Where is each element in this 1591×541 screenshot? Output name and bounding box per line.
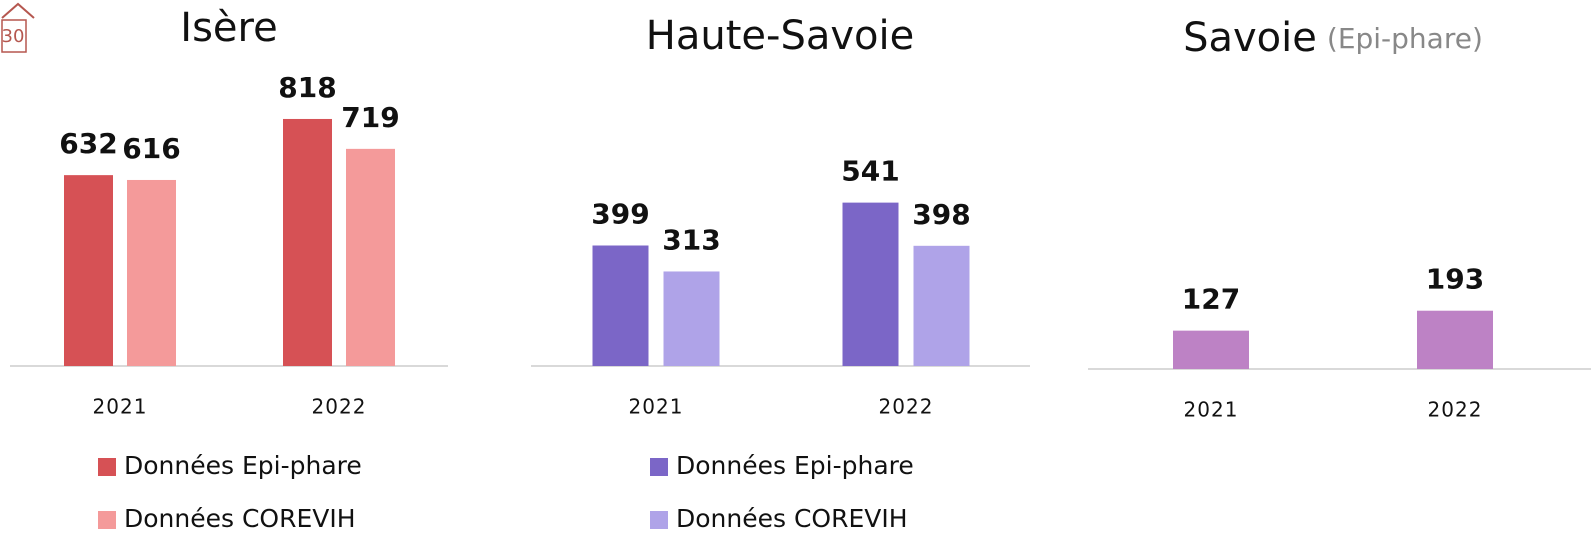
bar [283,118,332,367]
x-tick-label: 2021 [629,395,684,419]
legend-swatch [98,511,116,529]
bar [913,245,970,366]
data-label: 313 [662,223,720,256]
data-label: 541 [841,155,899,188]
data-label: 127 [1182,283,1240,316]
chart-title-text: Isère [180,5,277,51]
legend-label: Données COREVIH [676,504,908,533]
legend-label: Données Epi-phare [124,451,362,480]
page-icon: 30 [1,2,35,53]
data-label: 399 [591,198,649,231]
bar [592,245,649,366]
chart-subtitle: (Epi-phare) [1327,22,1483,55]
chart-title: Isère [180,5,277,51]
legend-swatch [650,511,668,529]
data-label: 632 [59,127,117,160]
data-label: 616 [122,132,180,165]
page-number: 30 [2,26,25,47]
chart-title-text: Haute-Savoie [646,13,914,59]
bar [346,148,395,366]
bar [842,202,899,366]
x-tick-label: 2022 [312,395,367,419]
legend-swatch [98,458,116,476]
legend-swatch [650,458,668,476]
data-label: 398 [912,198,970,231]
legend-label: Données COREVIH [124,504,356,533]
x-tick-label: 2022 [879,395,934,419]
data-label: 818 [278,71,336,104]
bar [1173,330,1249,369]
chart-title-text: Savoie [1183,15,1317,61]
x-tick-label: 2022 [1428,398,1483,422]
legend-label: Données Epi-phare [676,451,914,480]
data-label: 193 [1426,263,1484,296]
data-label: 719 [341,101,399,134]
chart-title: Savoie (Epi-phare) [1183,15,1483,61]
bar [663,271,720,366]
bar [127,179,176,366]
chart-title: Haute-Savoie [646,13,914,59]
bar [1417,310,1493,369]
bar [64,175,113,366]
x-tick-label: 2021 [93,395,148,419]
x-tick-label: 2021 [1184,398,1239,422]
